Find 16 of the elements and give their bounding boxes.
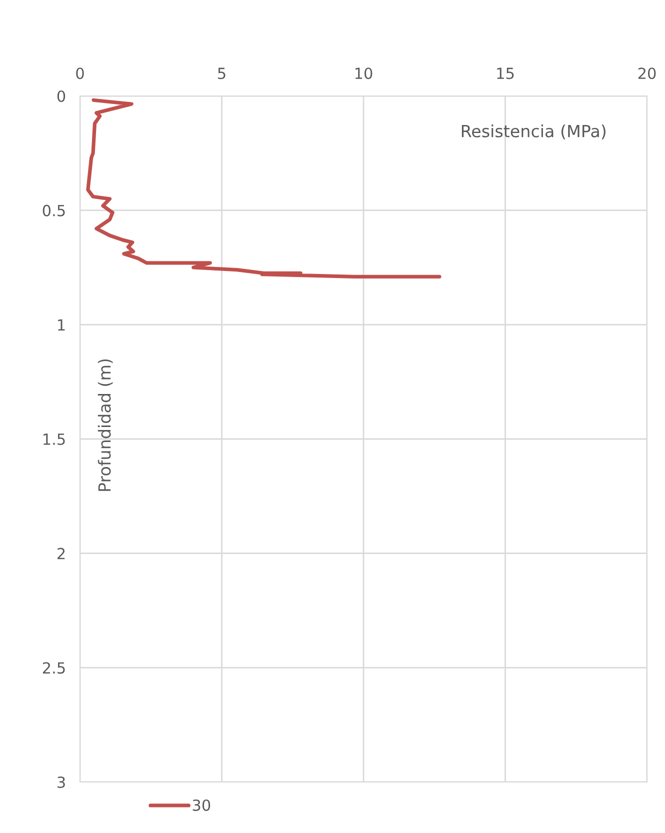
- y-tick-label: 3: [58, 776, 65, 788]
- y-axis-title: Profundidad (m): [98, 359, 113, 491]
- x-tick-label: 5: [218, 68, 226, 80]
- y-tick-label: 1: [58, 319, 65, 330]
- legend-label: 30: [192, 799, 210, 812]
- x-tick-label: 20: [638, 68, 656, 80]
- y-tick-label: 0.5: [42, 204, 65, 216]
- x-tick-label: 10: [355, 68, 372, 80]
- y-tick-label: 2.5: [42, 662, 65, 674]
- x-tick-label: 15: [497, 68, 514, 80]
- line-series: [86, 98, 442, 278]
- x-axis-title: Resistencia (MPa): [462, 124, 606, 140]
- x-tick-label: 0: [76, 68, 84, 80]
- y-tick-label: 0: [57, 90, 66, 102]
- y-tick-label: 1.5: [43, 434, 65, 446]
- y-tick-label: 2: [58, 548, 65, 560]
